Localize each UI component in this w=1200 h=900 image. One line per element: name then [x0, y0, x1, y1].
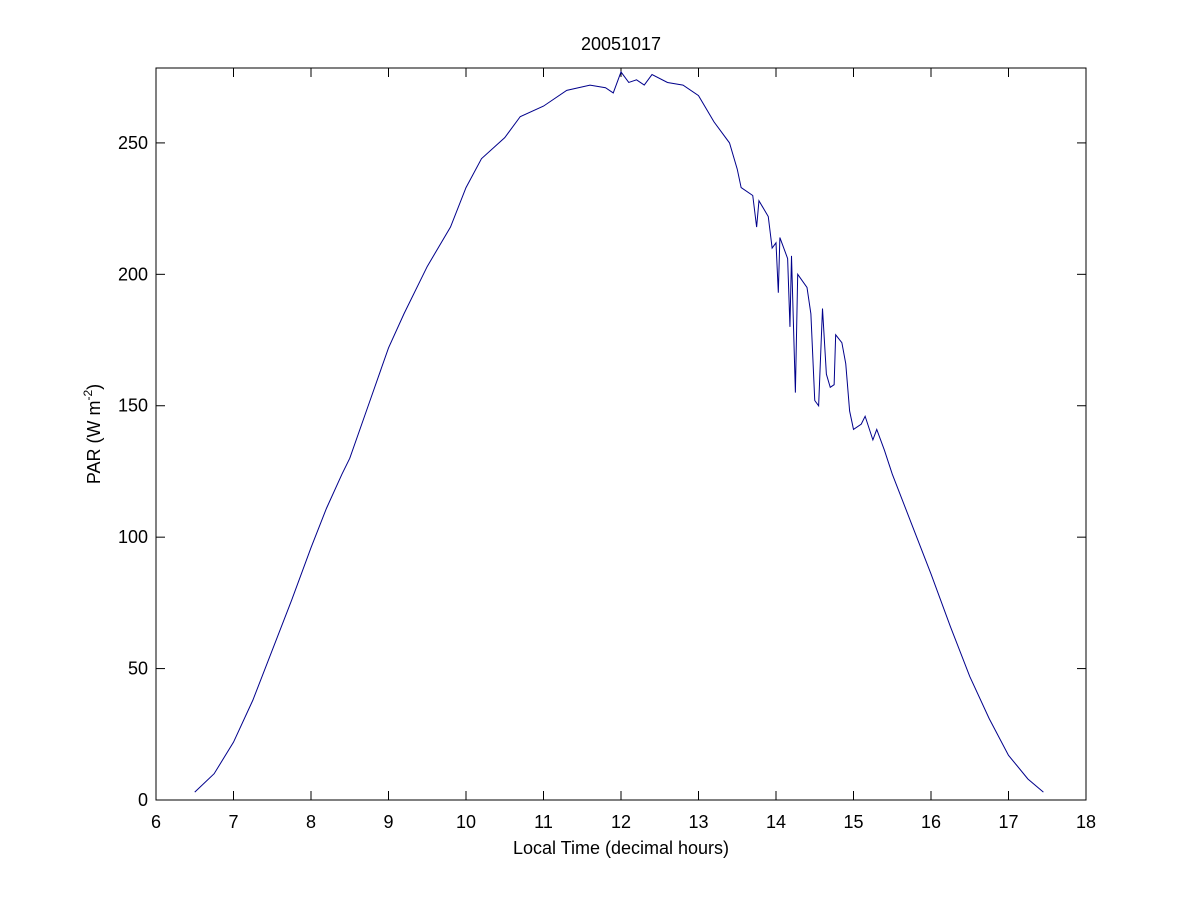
- y-axis-label-end: ): [84, 384, 104, 390]
- x-tick-label: 14: [766, 812, 786, 832]
- x-tick-label: 7: [228, 812, 238, 832]
- x-tick-label: 11: [534, 812, 553, 832]
- y-tick-label: 50: [128, 659, 148, 679]
- x-tick-label: 8: [306, 812, 316, 832]
- x-tick-label: 17: [998, 812, 1018, 832]
- data-line: [194, 70, 1044, 793]
- y-axis-label: PAR (W m-2): [81, 384, 104, 484]
- plot-area: [155, 67, 1087, 801]
- y-tick-label: 250: [118, 133, 148, 153]
- x-tick-label: 13: [688, 812, 708, 832]
- x-tick-label: 10: [456, 812, 476, 832]
- y-tick-label: 200: [118, 264, 148, 284]
- x-tick-label: 15: [843, 812, 863, 832]
- x-tick-label: 12: [611, 812, 631, 832]
- y-tick-label: 100: [118, 527, 148, 547]
- x-tick-label: 9: [383, 812, 393, 832]
- x-tick-label: 18: [1076, 812, 1096, 832]
- x-tick-label: 16: [921, 812, 941, 832]
- y-axis-label-text: PAR (W m: [84, 401, 104, 485]
- chart-title: 20051017: [581, 34, 661, 54]
- y-tick-label: 150: [118, 396, 148, 416]
- y-axis-label-sup: -2: [81, 390, 95, 401]
- x-tick-label: 6: [151, 812, 161, 832]
- x-axis-label: Local Time (decimal hours): [513, 838, 729, 858]
- y-tick-label: 0: [138, 790, 148, 810]
